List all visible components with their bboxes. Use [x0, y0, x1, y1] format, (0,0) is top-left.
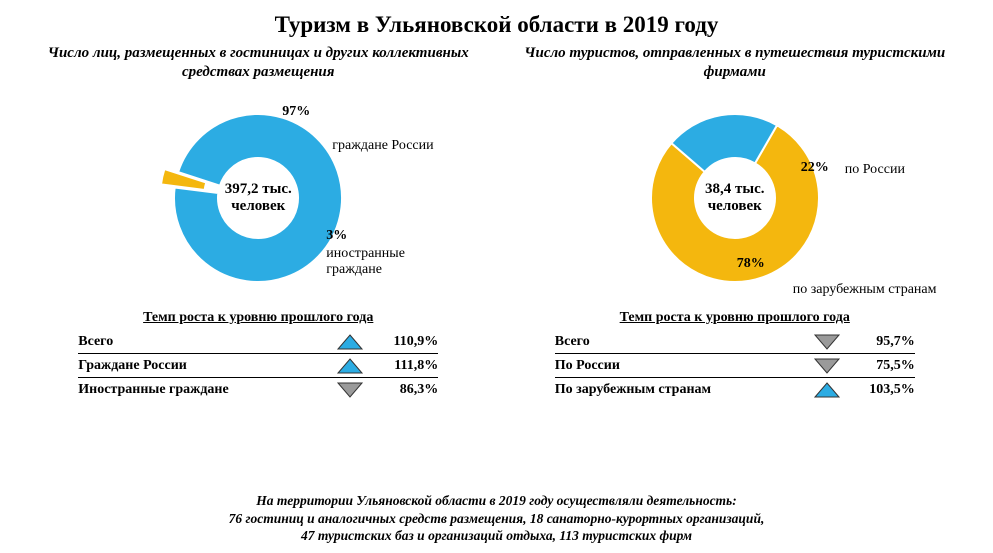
left-label-1: граждане России [332, 138, 433, 155]
footer-note: На территории Ульяновской области в 2019… [0, 492, 993, 545]
growth-row: Всего 110,9% [78, 330, 438, 354]
growth-arrow [328, 357, 372, 375]
growth-label: Граждане России [78, 358, 328, 374]
footer-line-1: На территории Ульяновской области в 2019… [0, 492, 993, 510]
growth-row: По зарубежным странам 103,5% [555, 378, 915, 401]
down-arrow-icon [813, 357, 841, 375]
growth-value: 103,5% [849, 382, 915, 398]
left-growth-table: Всего 110,9%Граждане России 111,8%Иностр… [78, 330, 438, 401]
right-column: Число туристов, отправленных в путешеств… [505, 44, 965, 401]
right-donut-chart: 38,4 тыс. человек 78% по зарубежным стра… [505, 88, 965, 308]
right-subtitle: Число туристов, отправленных в путешеств… [505, 44, 965, 82]
right-center-line1: 38,4 тыс. [705, 180, 765, 196]
left-pct-2: 3% [326, 228, 347, 245]
up-arrow-icon [336, 333, 364, 351]
growth-value: 95,7% [849, 334, 915, 350]
growth-label: Всего [555, 334, 805, 350]
growth-value: 75,5% [849, 358, 915, 374]
up-arrow-icon [813, 381, 841, 399]
right-growth-title: Темп роста к уровню прошлого года [620, 310, 850, 326]
growth-arrow [328, 333, 372, 351]
page-title: Туризм в Ульяновской области в 2019 году [0, 0, 993, 44]
growth-value: 86,3% [372, 382, 438, 398]
right-pct-2: 22% [801, 160, 829, 177]
left-subtitle: Число лиц, размещенных в гостиницах и др… [28, 44, 488, 82]
growth-row: Всего 95,7% [555, 330, 915, 354]
growth-label: Всего [78, 334, 328, 350]
growth-row: Граждане России 111,8% [78, 354, 438, 378]
right-growth-table: Всего 95,7%По России 75,5%По зарубежным … [555, 330, 915, 401]
growth-label: По России [555, 358, 805, 374]
left-pct-1: 97% [282, 104, 310, 121]
right-pct-1: 78% [737, 256, 765, 273]
left-label-2: иностранные граждане [326, 246, 436, 280]
growth-row: Иностранные граждане 86,3% [78, 378, 438, 401]
growth-arrow [328, 381, 372, 399]
growth-label: Иностранные граждане [78, 382, 328, 398]
growth-label: По зарубежным странам [555, 382, 805, 398]
footer-line-2: 76 гостиниц и аналогичных средств размещ… [0, 510, 993, 528]
right-label-2: по России [845, 162, 905, 179]
left-column: Число лиц, размещенных в гостиницах и др… [28, 44, 488, 401]
left-center-label: 397,2 тыс. человек [213, 180, 303, 215]
growth-value: 111,8% [372, 358, 438, 374]
right-center-label: 38,4 тыс. человек [690, 180, 780, 215]
growth-row: По России 75,5% [555, 354, 915, 378]
left-donut-chart: 397,2 тыс. человек 97% граждане России 3… [28, 88, 488, 308]
down-arrow-icon [336, 381, 364, 399]
right-label-1: по зарубежным странам [793, 282, 937, 299]
down-arrow-icon [813, 333, 841, 351]
left-growth-title: Темп роста к уровню прошлого года [143, 310, 373, 326]
left-center-line1: 397,2 тыс. [225, 180, 292, 196]
up-arrow-icon [336, 357, 364, 375]
right-center-line2: человек [708, 198, 762, 214]
growth-value: 110,9% [372, 334, 438, 350]
growth-arrow [805, 333, 849, 351]
left-center-line2: человек [231, 198, 285, 214]
growth-arrow [805, 357, 849, 375]
columns: Число лиц, размещенных в гостиницах и др… [0, 44, 993, 401]
footer-line-3: 47 туристских баз и организаций отдыха, … [0, 527, 993, 545]
growth-arrow [805, 381, 849, 399]
